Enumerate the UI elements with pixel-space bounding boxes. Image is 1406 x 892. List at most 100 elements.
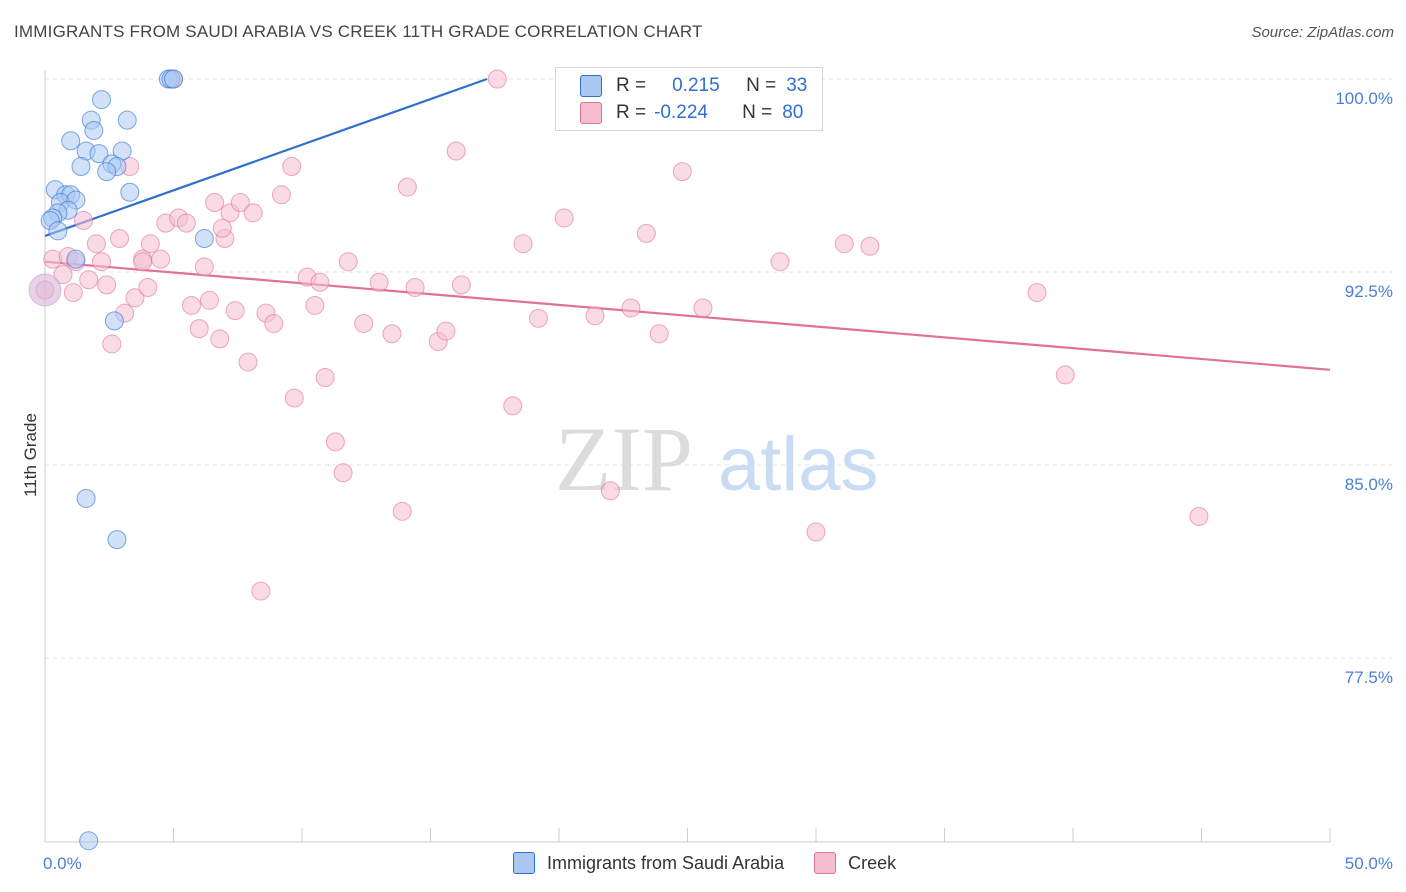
axis-labels: 100.0% 92.5% 85.0% 77.5% 0.0% 50.0% [43,89,1393,873]
point-saudi [61,131,81,151]
point-saudi [164,69,183,89]
x-tick-label-end: 50.0% [1345,854,1393,873]
point-saudi [48,221,68,241]
point-creek [74,211,94,231]
point-creek [210,329,230,349]
point-creek [513,234,533,254]
legend-n-value: 33 [786,75,808,96]
point-saudi [92,90,112,110]
point-creek [92,252,112,272]
point-creek [333,463,353,483]
bottom-legend-swatch-pink [814,852,837,874]
legend-r-label: R = [616,102,647,123]
legend-row-saudi: R = 0.215 N = 33 [580,73,807,99]
point-creek [133,252,153,272]
point-creek [189,319,209,339]
point-creek [621,298,641,318]
point-saudi [84,120,104,140]
legend-swatch-pink [580,102,602,124]
point-creek [528,308,548,328]
point-saudi [71,156,91,176]
point-creek [672,162,692,182]
point-creek [600,481,620,501]
bottom-legend-saudi: Immigrants from Saudi Arabia [513,852,784,874]
trend-lines [44,77,1331,371]
point-saudi [194,229,214,249]
point-creek [86,234,106,254]
point-creek [176,213,196,233]
y-tick-label: 100.0% [1335,89,1393,108]
point-creek [503,396,523,416]
point-creek [315,368,335,388]
point-creek [205,193,225,213]
point-saudi [97,162,117,182]
point-creek [264,313,284,333]
point-saudi [120,182,140,202]
chart-source: Source: ZipAtlas.com [1251,24,1394,41]
point-creek [238,352,258,372]
legend-r-value: 0.215 [672,75,720,96]
point-creek [451,275,471,295]
point-saudi [117,110,137,130]
y-axis-title: 11th Grade [21,413,40,497]
point-creek [199,290,219,310]
axes [44,70,1331,843]
point-creek [225,301,245,321]
point-creek [125,288,145,308]
legend-r-value: -0.224 [654,102,708,123]
point-creek [1027,283,1047,303]
legend-row-creek: R = -0.224 N = 80 [580,100,803,126]
legend-n-label: N = [746,75,777,96]
point-creek [834,234,854,254]
point-creek [369,272,389,292]
point-creek [271,185,291,205]
watermark-atlas: atlas [718,422,879,507]
point-saudi [107,530,127,550]
point-creek [1055,365,1075,385]
bottom-legend-creek: Creek [814,852,896,874]
point-creek [806,522,826,542]
point-creek [110,229,130,249]
point-creek [138,277,158,297]
point-creek [1189,506,1209,526]
legend-n-value: 80 [782,102,804,123]
point-creek [212,218,232,238]
legend-r-label: R = [616,75,647,96]
point-creek [554,208,574,228]
point-creek [53,265,73,285]
point-creek [282,156,302,176]
bottom-legend-label-creek: Creek [848,852,897,873]
point-creek [194,257,214,277]
point-creek [397,177,417,197]
point-saudi [89,144,109,164]
trend-line-saudi [44,77,488,238]
x-tick-label-start: 0.0% [43,854,82,873]
y-tick-label: 92.5% [1345,282,1393,301]
point-creek [305,295,325,315]
point-creek [243,203,263,223]
trend-line-creek [44,260,1331,371]
point-creek [325,432,345,452]
chart-title: IMMIGRANTS FROM SAUDI ARABIA VS CREEK 11… [14,22,703,41]
point-creek [446,141,466,161]
point-creek [382,324,402,344]
point-creek [585,306,605,326]
point-creek [79,270,99,290]
point-creek [251,581,271,601]
y-tick-label: 85.0% [1345,475,1393,494]
legend-box: R = 0.215 N = 33 R = -0.224 N = 80 [555,67,823,131]
point-saudi [79,831,99,851]
legend-swatch-blue [580,75,602,97]
point-creek [181,295,201,315]
bottom-legend-swatch-blue [513,852,535,874]
point-creek [354,313,374,333]
watermark-zip: ZIP [555,408,693,510]
point-creek [230,193,250,213]
point-creek [102,334,122,354]
point-creek [284,388,304,408]
y-tick-label: 77.5% [1345,668,1393,687]
watermark: ZIP atlas [555,408,879,510]
point-creek [151,249,171,269]
point-creek [140,234,160,254]
